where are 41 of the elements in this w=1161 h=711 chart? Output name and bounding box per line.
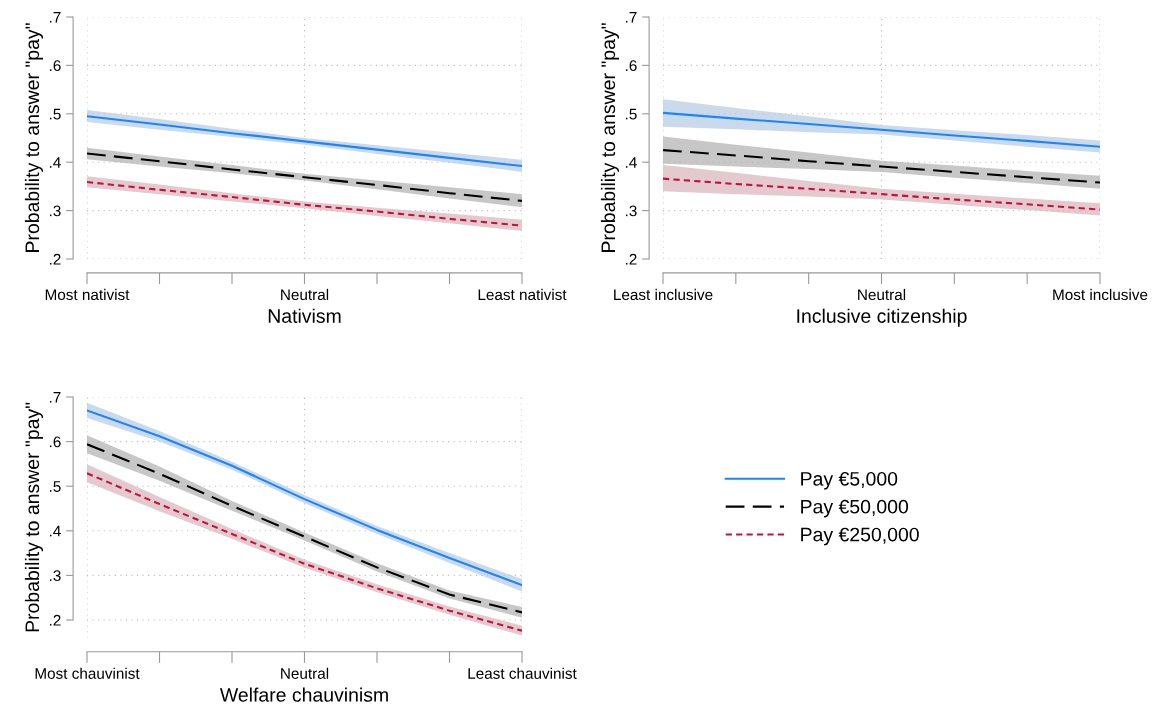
y-tick-label: .2 bbox=[49, 253, 61, 265]
y-tick-label: .2 bbox=[49, 614, 61, 626]
y-tick-label: .4 bbox=[49, 157, 61, 168]
y-tick-label: .7 bbox=[49, 392, 61, 403]
y-tick-label: .4 bbox=[49, 525, 61, 537]
y-tick-label: .6 bbox=[49, 436, 61, 448]
legend-label: Pay €5,000 bbox=[801, 471, 898, 490]
y-tick-label: .5 bbox=[49, 108, 61, 120]
y-axis-title: Probability to answer "pay" bbox=[24, 23, 44, 252]
line-series bbox=[663, 111, 1100, 148]
legend-label: Pay €250,000 bbox=[801, 527, 919, 546]
y-tick-label: .3 bbox=[49, 205, 61, 217]
x-axis-title: Nativism bbox=[268, 308, 341, 323]
line-series bbox=[663, 177, 1100, 211]
x-tick-label: Most chauvinist bbox=[35, 667, 140, 679]
y-tick-label: .2 bbox=[625, 253, 637, 265]
x-tick-label: Neutral bbox=[281, 667, 329, 679]
y-tick-label: .7 bbox=[625, 12, 637, 23]
y-axis-title: Probability to answer "pay" bbox=[600, 23, 620, 252]
x-axis-title: Inclusive citizenship bbox=[797, 308, 967, 327]
x-axis-title: Welfare chauvinism bbox=[219, 687, 388, 702]
y-tick-label: .7 bbox=[49, 12, 61, 23]
legend-label: Pay €50,000 bbox=[801, 499, 909, 518]
y-tick-label: .3 bbox=[625, 205, 637, 217]
y-tick-label: .6 bbox=[625, 60, 637, 72]
x-tick-label: Neutral bbox=[858, 288, 906, 301]
x-tick-label: Least inclusive bbox=[614, 288, 713, 301]
y-tick-label: .4 bbox=[625, 157, 637, 168]
y-axis-title: Probability to answer "pay" bbox=[24, 402, 44, 632]
y-tick-label: .5 bbox=[49, 481, 61, 492]
x-tick-label: Most inclusive bbox=[1053, 288, 1148, 301]
x-tick-label: Least nativist bbox=[478, 288, 567, 301]
x-tick-label: Neutral bbox=[281, 288, 329, 301]
x-tick-label: Least chauvinist bbox=[468, 667, 577, 679]
y-tick-label: .5 bbox=[625, 108, 637, 120]
y-tick-label: .3 bbox=[49, 570, 61, 582]
line-series bbox=[87, 115, 522, 168]
line-series bbox=[87, 152, 522, 202]
line-series bbox=[663, 149, 1100, 184]
y-tick-label: .6 bbox=[49, 60, 61, 72]
x-tick-label: Most nativist bbox=[45, 288, 130, 301]
